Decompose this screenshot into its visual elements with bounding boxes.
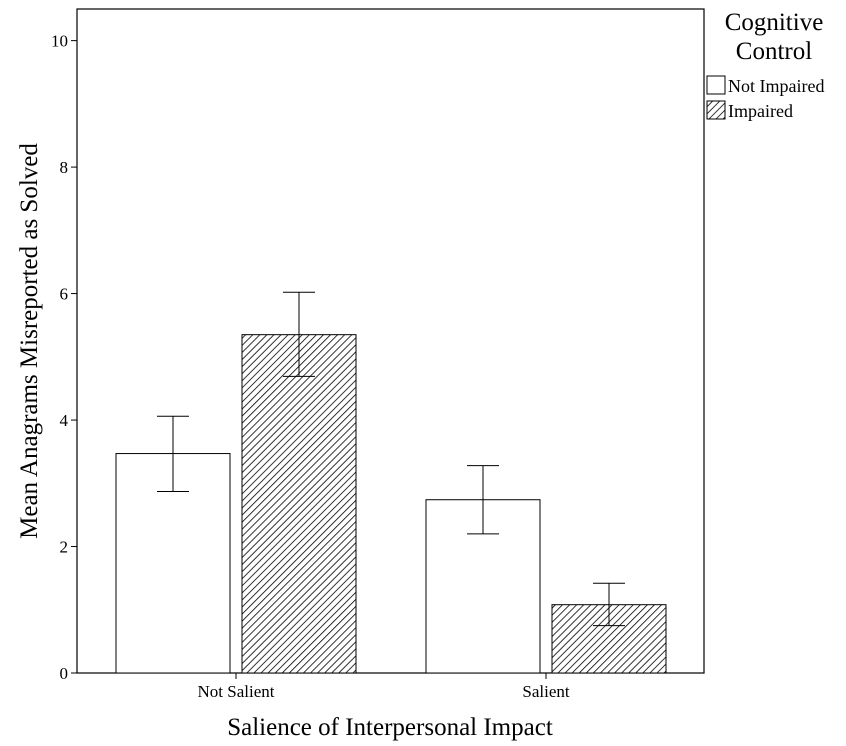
legend-swatch-not-impaired (706, 75, 726, 95)
y-tick-label: 8 (60, 158, 69, 177)
bars (115, 334, 667, 674)
y-tick-label: 2 (60, 538, 69, 557)
x-axis: Not Salient Salient (198, 673, 570, 701)
y-tick-label: 10 (51, 32, 68, 51)
legend-swatch-impaired (706, 100, 726, 120)
legend-label-impaired: Impaired (728, 101, 793, 121)
legend-title-line1: Cognitive (725, 9, 824, 36)
x-axis-title: Salience of Interpersonal Impact (227, 714, 553, 741)
plot-frame (76, 8, 705, 674)
legend-title-line2: Control (736, 38, 812, 65)
bar-not-impaired (115, 453, 231, 674)
y-tick-label: 6 (60, 285, 69, 304)
y-tick-label: 4 (60, 411, 69, 430)
x-tick-label: Salient (522, 682, 569, 701)
y-tick-label: 0 (60, 664, 69, 683)
x-tick-label: Not Salient (198, 682, 275, 701)
error-bars (157, 291, 625, 627)
legend: Cognitive Control Not Impaired Impaired (706, 9, 824, 121)
bar-impaired (241, 334, 357, 674)
legend-label-not-impaired: Not Impaired (728, 76, 824, 96)
y-axis: 0 2 4 6 8 10 (51, 32, 77, 683)
y-axis-title: Mean Anagrams Misreported as Solved (16, 143, 43, 539)
